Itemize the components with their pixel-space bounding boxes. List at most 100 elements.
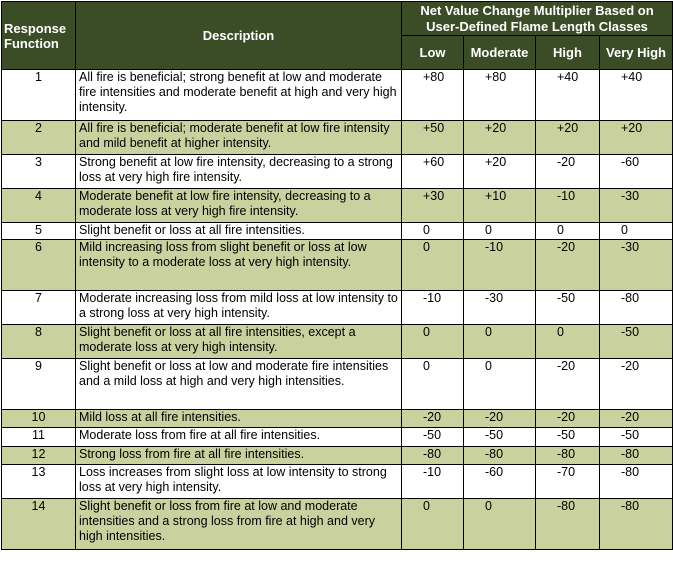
multiplier-very-high: -30	[598, 188, 673, 223]
multiplier-high: -20	[535, 239, 600, 291]
multiplier-high: -10	[535, 188, 600, 223]
response-function-description: Strong benefit at low fire intensity, de…	[75, 154, 402, 189]
response-function-number: 5	[1, 222, 76, 240]
header-class-moderate: Moderate	[463, 35, 536, 70]
response-function-description: Mild loss at all fire intensities.	[75, 409, 402, 428]
response-function-number: 13	[1, 464, 76, 499]
multiplier-moderate: +20	[463, 120, 536, 155]
table-row: 11 Moderate loss from fire at all fire in…	[1, 427, 673, 447]
table-row: 12 Strong loss from fire at all fire inte…	[1, 446, 673, 465]
response-function-description: All fire is beneficial; moderate benefit…	[75, 120, 402, 155]
table-row: 5 Slight benefit or loss at all fire inte…	[1, 222, 673, 240]
table-row: 2 All fire is beneficial; moderate benefi…	[1, 120, 673, 155]
response-function-number: 14	[1, 498, 76, 550]
multiplier-very-high: -60	[598, 154, 673, 189]
table-row: 7 Moderate increasing loss from mild loss…	[1, 290, 673, 325]
multiplier-high: -80	[535, 446, 600, 465]
multiplier-low: +50	[401, 120, 464, 155]
response-function-number: 9	[1, 358, 76, 410]
table-row: 6 Mild increasing loss from slight benefi…	[1, 239, 673, 291]
response-function-table: Response Function Description Net Value …	[1, 1, 673, 550]
response-function-description: Slight benefit or loss at all fire inten…	[75, 324, 402, 359]
multiplier-low: 0	[401, 239, 464, 291]
header-class-very-high: Very High	[598, 35, 673, 70]
multiplier-moderate: 0	[463, 358, 536, 410]
multiplier-moderate: 0	[463, 222, 536, 240]
multiplier-high: -20	[535, 154, 600, 189]
multiplier-moderate: 0	[463, 324, 536, 359]
multiplier-high: +40	[535, 69, 600, 121]
multiplier-low: 0	[401, 358, 464, 410]
multiplier-low: 0	[401, 222, 464, 240]
multiplier-moderate: -50	[463, 427, 536, 447]
response-function-number: 3	[1, 154, 76, 189]
multiplier-low: 0	[401, 498, 464, 550]
response-function-description: Slight benefit or loss at low and modera…	[75, 358, 402, 410]
header-description: Description	[75, 1, 402, 70]
response-function-number: 2	[1, 120, 76, 155]
table-row: 14 Slight benefit or loss from fire at lo…	[1, 498, 673, 550]
multiplier-moderate: 0	[463, 498, 536, 550]
multiplier-very-high: -80	[598, 498, 673, 550]
multiplier-low: -80	[401, 446, 464, 465]
response-function-number: 11	[1, 427, 76, 447]
table-row: 10 Mild loss at all fire intensities. -20-…	[1, 409, 673, 428]
response-function-number: 7	[1, 290, 76, 325]
response-function-number: 6	[1, 239, 76, 291]
header-net-value-change: Net Value Change Multiplier Based on Use…	[400, 1, 673, 36]
multiplier-very-high: -20	[598, 358, 673, 410]
multiplier-very-high: -80	[598, 446, 673, 465]
multiplier-high: -50	[535, 427, 600, 447]
multiplier-high: -50	[535, 290, 600, 325]
response-function-number: 1	[1, 69, 76, 121]
multiplier-moderate: +10	[463, 188, 536, 223]
multiplier-high: -20	[535, 409, 600, 428]
response-function-description: Moderate loss from fire at all fire inte…	[75, 427, 402, 447]
multiplier-low: 0	[401, 324, 464, 359]
multiplier-very-high: -80	[598, 290, 673, 325]
multiplier-very-high: -80	[598, 464, 673, 499]
response-function-number: 4	[1, 188, 76, 223]
table-row: 4 Moderate benefit at low fire intensity,…	[1, 188, 673, 223]
multiplier-moderate: -30	[463, 290, 536, 325]
response-function-description: Strong loss from fire at all fire intens…	[75, 446, 402, 465]
multiplier-very-high: -20	[598, 409, 673, 428]
multiplier-moderate: -20	[463, 409, 536, 428]
multiplier-very-high: -50	[598, 324, 673, 359]
multiplier-low: +80	[401, 69, 464, 121]
multiplier-low: +30	[401, 188, 464, 223]
multiplier-moderate: -80	[463, 446, 536, 465]
multiplier-very-high: 0	[598, 222, 673, 240]
multiplier-high: -20	[535, 358, 600, 410]
multiplier-high: 0	[535, 222, 600, 240]
header-class-low: Low	[401, 35, 464, 70]
response-function-description: Mild increasing loss from slight benefit…	[75, 239, 402, 291]
multiplier-moderate: -10	[463, 239, 536, 291]
table-row: 3 Strong benefit at low fire intensity, d…	[1, 154, 673, 189]
table-row: 9 Slight benefit or loss at low and moder…	[1, 358, 673, 410]
multiplier-very-high: -50	[598, 427, 673, 447]
multiplier-very-high: +20	[598, 120, 673, 155]
multiplier-low: +60	[401, 154, 464, 189]
table-body: 1 All fire is beneficial; strong benefit …	[1, 69, 673, 550]
multiplier-low: -20	[401, 409, 464, 428]
multiplier-low: -10	[401, 464, 464, 499]
response-function-description: Moderate increasing loss from mild loss …	[75, 290, 402, 325]
response-function-description: All fire is beneficial; strong benefit a…	[75, 69, 402, 121]
multiplier-high: 0	[535, 324, 600, 359]
table-header: Response Function Description Net Value …	[1, 1, 673, 70]
multiplier-very-high: -30	[598, 239, 673, 291]
header-response-function: Response Function	[1, 1, 76, 70]
multiplier-low: -50	[401, 427, 464, 447]
multiplier-high: -80	[535, 498, 600, 550]
response-function-description: Loss increases from slight loss at low i…	[75, 464, 402, 499]
multiplier-high: +20	[535, 120, 600, 155]
response-function-description: Slight benefit or loss at all fire inten…	[75, 222, 402, 240]
response-function-number: 12	[1, 446, 76, 465]
response-function-number: 10	[1, 409, 76, 428]
table-row: 8 Slight benefit or loss at all fire inte…	[1, 324, 673, 359]
multiplier-moderate: -60	[463, 464, 536, 499]
multiplier-moderate: +80	[463, 69, 536, 121]
table-row: 1 All fire is beneficial; strong benefit …	[1, 69, 673, 121]
response-function-description: Slight benefit or loss from fire at low …	[75, 498, 402, 550]
